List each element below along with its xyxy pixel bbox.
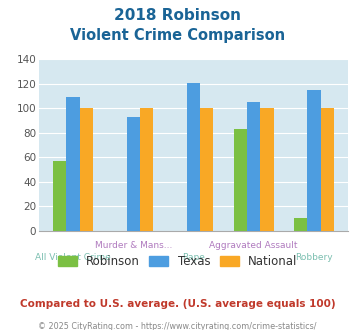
Text: Aggravated Assault: Aggravated Assault xyxy=(209,241,298,250)
Bar xyxy=(260,109,274,231)
Bar xyxy=(140,109,153,231)
Bar xyxy=(200,109,213,231)
Bar xyxy=(66,97,80,231)
Text: Compared to U.S. average. (U.S. average equals 100): Compared to U.S. average. (U.S. average … xyxy=(20,299,335,309)
Bar xyxy=(307,90,321,231)
Bar xyxy=(294,217,307,231)
Text: Robbery: Robbery xyxy=(295,253,333,262)
Text: All Violent Crime: All Violent Crime xyxy=(35,253,111,262)
Bar xyxy=(234,129,247,231)
Bar xyxy=(80,109,93,231)
Text: Rape: Rape xyxy=(182,253,205,262)
Bar xyxy=(53,161,66,231)
Bar xyxy=(247,102,260,231)
Text: Murder & Mans...: Murder & Mans... xyxy=(94,241,172,250)
Bar xyxy=(321,109,334,231)
Text: Violent Crime Comparison: Violent Crime Comparison xyxy=(70,28,285,43)
Text: 2018 Robinson: 2018 Robinson xyxy=(114,8,241,23)
Bar xyxy=(187,83,200,231)
Legend: Robinson, Texas, National: Robinson, Texas, National xyxy=(53,250,302,273)
Bar xyxy=(127,117,140,231)
Text: © 2025 CityRating.com - https://www.cityrating.com/crime-statistics/: © 2025 CityRating.com - https://www.city… xyxy=(38,322,317,330)
